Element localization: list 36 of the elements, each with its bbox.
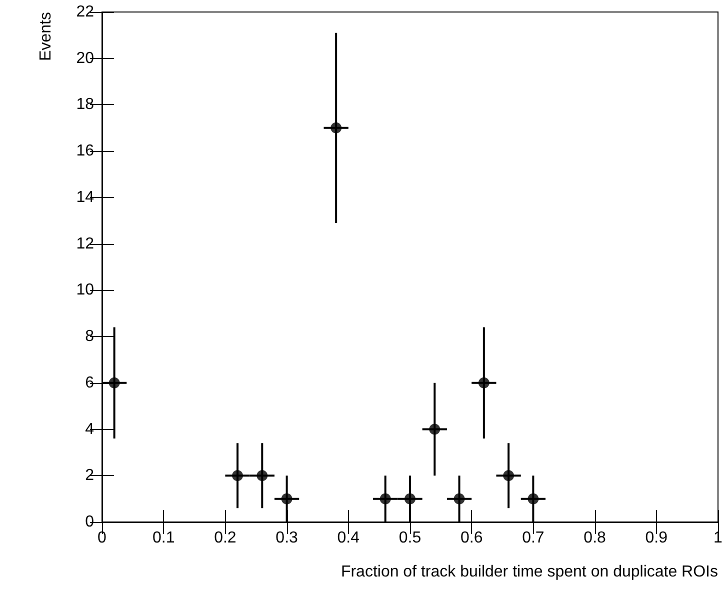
- y-tick-label: 8: [85, 328, 94, 346]
- point: [478, 377, 490, 388]
- y-tick-label: 4: [85, 420, 94, 438]
- point: [256, 470, 268, 482]
- y-tick-label: 10: [76, 282, 94, 299]
- y-tick-label: 12: [76, 235, 94, 252]
- x-tick-label: 0.1: [152, 530, 175, 546]
- x-tick-label: 0.4: [337, 530, 360, 546]
- x-axis-title: Fraction of track builder time spent on duplicate ROIs: [340, 564, 718, 580]
- point: [429, 424, 440, 435]
- y-tick-label: 18: [76, 96, 94, 114]
- x-tick-label: 0.7: [522, 530, 544, 546]
- y-tick-label: 14: [76, 188, 94, 206]
- y-axis-title: Events: [38, 12, 54, 61]
- y-tick-label: 20: [76, 50, 94, 67]
- point: [380, 493, 391, 504]
- y-tick-label: 22: [76, 4, 94, 20]
- x-tick-label: 0.8: [584, 530, 606, 546]
- x-tick-label: 0.3: [276, 530, 298, 546]
- point: [232, 470, 244, 482]
- point: [404, 493, 416, 504]
- point: [454, 493, 465, 504]
- x-tick-label: 0.9: [645, 530, 668, 546]
- x-tick-label: 0.5: [398, 530, 422, 546]
- x-tick-label: 0: [98, 530, 107, 546]
- point: [108, 377, 120, 388]
- point: [503, 470, 514, 482]
- point: [330, 122, 342, 134]
- x-tick-label: 0.6: [460, 530, 483, 546]
- y-tick-label: 0: [85, 514, 94, 530]
- y-tick-label: 6: [85, 374, 94, 392]
- x-tick-label: 0.2: [214, 530, 236, 546]
- y-tick-label: 2: [85, 467, 94, 484]
- point: [281, 493, 292, 504]
- point: [528, 493, 539, 504]
- y-tick-label: 16: [76, 142, 94, 160]
